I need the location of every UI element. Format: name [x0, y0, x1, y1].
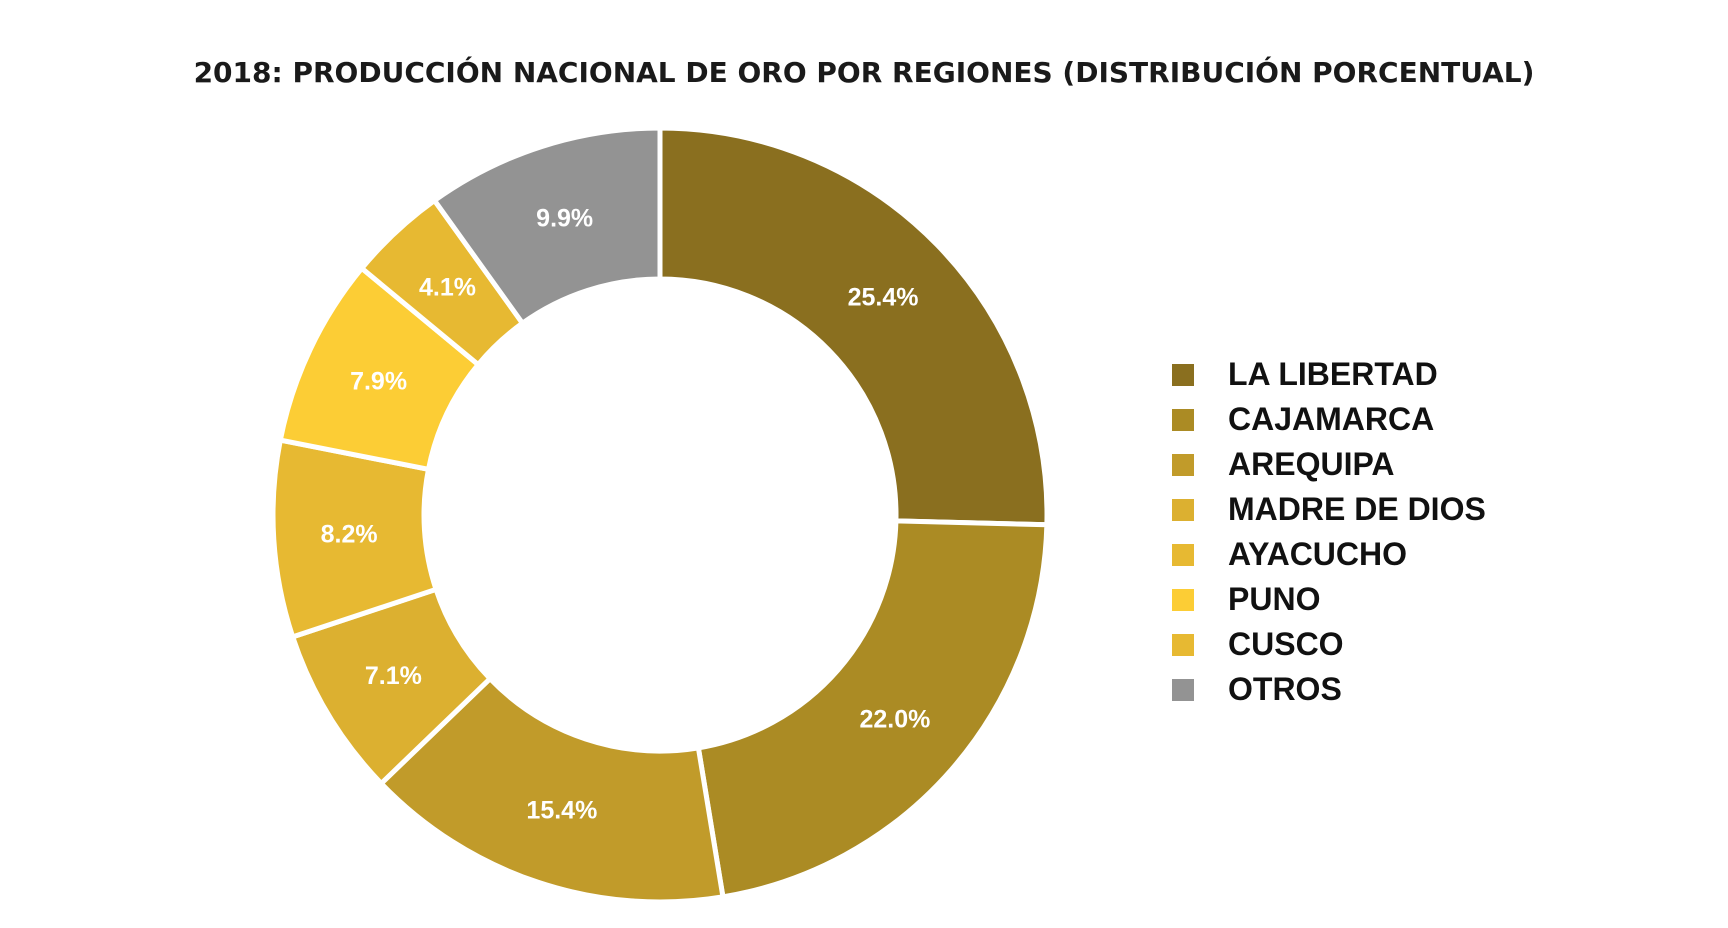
legend-label: OTROS: [1228, 671, 1342, 707]
legend-item-cajamarca: CAJAMARCA: [1172, 397, 1486, 442]
legend-item-la-libertad: LA LIBERTAD: [1172, 352, 1486, 397]
data-label-cajamarca: 22.0%: [860, 706, 931, 734]
legend-swatch: [1172, 678, 1194, 701]
legend-swatch: [1172, 363, 1194, 386]
data-label-la-libertad: 25.4%: [848, 284, 919, 312]
data-label-cusco: 4.1%: [419, 273, 476, 301]
data-label-ayacucho: 8.2%: [321, 521, 378, 549]
data-label-madre-de-dios: 7.1%: [365, 662, 422, 690]
legend-item-ayacucho: AYACUCHO: [1172, 532, 1486, 577]
legend-swatch: [1172, 453, 1194, 476]
legend-label: CUSCO: [1228, 626, 1344, 662]
chart-title: 2018: PRODUCCIÓN NACIONAL DE ORO POR REG…: [193, 56, 1535, 89]
legend-item-otros: OTROS: [1172, 667, 1486, 712]
legend-item-madre-de-dios: MADRE DE DIOS: [1172, 487, 1486, 532]
legend-label: LA LIBERTAD: [1228, 356, 1438, 392]
legend-swatch: [1172, 543, 1194, 566]
slice-arequipa: [377, 675, 726, 905]
legend-label: PUNO: [1228, 581, 1321, 617]
legend-swatch: [1172, 498, 1194, 521]
data-label-otros: 9.9%: [536, 204, 593, 232]
legend-swatch: [1172, 588, 1194, 611]
legend-swatch: [1172, 633, 1194, 656]
legend-item-arequipa: AREQUIPA: [1172, 442, 1486, 487]
chart-legend: LA LIBERTAD CAJAMARCA AREQUIPA MADRE DE DIO…: [1172, 352, 1486, 712]
slice-la-libertad: [657, 125, 1050, 528]
legend-item-cusco: CUSCO: [1172, 622, 1486, 667]
legend-label: AYACUCHO: [1228, 536, 1408, 572]
data-label-arequipa: 15.4%: [526, 797, 597, 825]
legend-item-puno: PUNO: [1172, 577, 1486, 622]
legend-label: MADRE DE DIOS: [1228, 491, 1486, 527]
data-label-puno: 7.9%: [350, 367, 407, 395]
legend-label: CAJAMARCA: [1228, 401, 1435, 437]
legend-label: AREQUIPA: [1228, 446, 1395, 482]
slice-otros: [431, 125, 663, 327]
slice-cajamarca: [695, 518, 1050, 900]
legend-swatch: [1172, 408, 1194, 431]
